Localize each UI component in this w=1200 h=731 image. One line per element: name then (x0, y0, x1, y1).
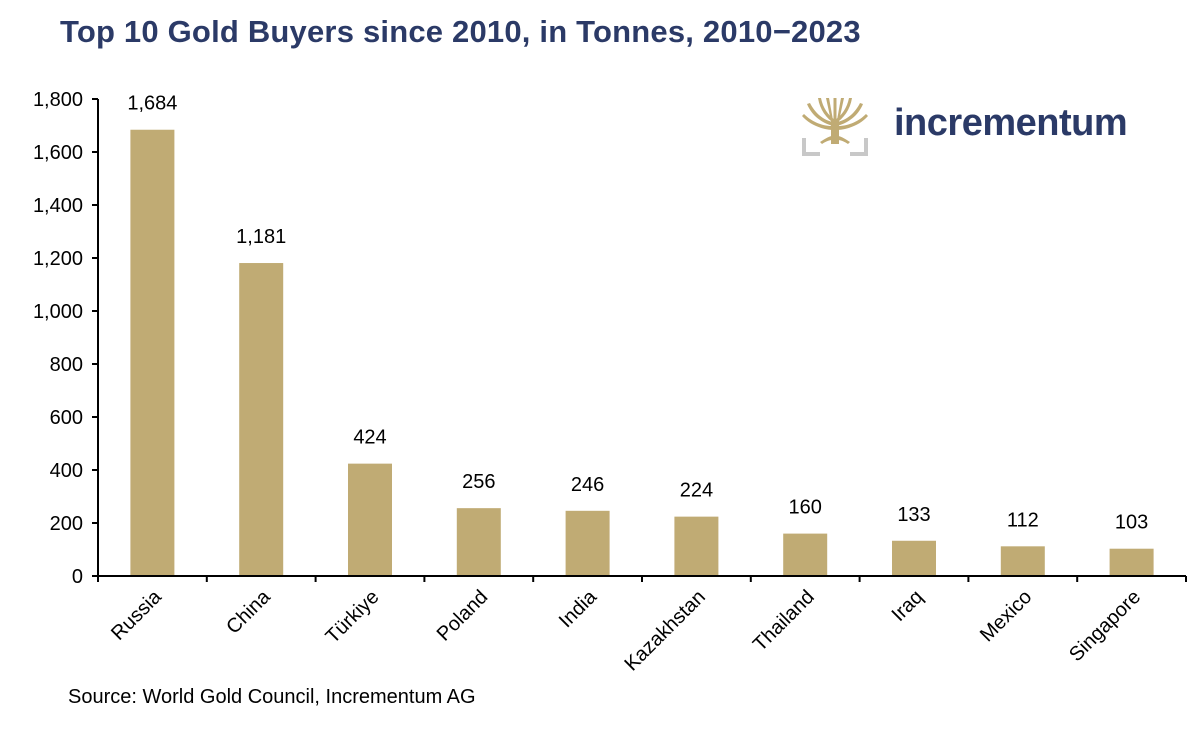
brand-name: incrementum (894, 102, 1128, 144)
y-tick-label: 1,800 (33, 89, 83, 111)
data-label: 224 (680, 480, 713, 502)
data-label: 133 (897, 504, 930, 526)
x-tick-label: Iraq (888, 586, 928, 626)
data-label: 103 (1115, 512, 1148, 534)
data-label: 1,684 (127, 93, 177, 115)
data-label: 160 (789, 497, 822, 519)
y-tick-label: 400 (50, 460, 83, 482)
x-tick-label: China (222, 585, 275, 638)
brand-logo: incrementum (802, 96, 1152, 156)
data-label: 112 (1007, 509, 1039, 531)
data-label: 424 (353, 427, 386, 449)
bar-iraq (892, 540, 936, 576)
y-tick-label: 600 (50, 407, 83, 429)
data-label: 1,181 (236, 226, 286, 248)
bar-thailand (783, 533, 828, 576)
x-tick-label: Kazakhstan (620, 586, 709, 675)
y-tick-label: 0 (72, 566, 83, 588)
bar-türkiye (348, 463, 392, 576)
x-tick-label: Poland (433, 586, 493, 646)
x-tick-label: Russia (107, 585, 166, 644)
y-tick-label: 800 (50, 354, 83, 376)
data-labels: 1,684 1,181 424 256 246 224 160 133 112 103 (127, 93, 1148, 534)
bar-kazakhstan (674, 516, 719, 576)
x-axis-labels: Russia China Türkiye Poland India Kazakhstan T… (107, 585, 1145, 675)
bars (130, 129, 1154, 577)
x-tick-label: Mexico (976, 586, 1036, 646)
bar-russia (130, 129, 175, 577)
y-tick-label: 200 (50, 513, 83, 535)
x-tick-label: Türkiye (322, 586, 384, 648)
data-label: 256 (462, 471, 495, 493)
chart-title: Top 10 Gold Buyers since 2010, in Tonnes… (60, 14, 861, 49)
bar-singapore (1109, 548, 1154, 576)
y-tick-label: 1,600 (33, 142, 83, 164)
y-tick-label: 1,400 (33, 195, 83, 217)
y-axis-ticks: 0 200 400 600 800 1,000 1,200 1,400 1,600 1,800 (33, 89, 1187, 588)
source-note: Source: World Gold Council, Incrementum … (68, 686, 476, 708)
bar-poland (456, 508, 501, 576)
bar-india (565, 510, 610, 576)
bar-mexico (1000, 546, 1045, 576)
x-tick-label: India (555, 585, 602, 632)
y-tick-label: 1,200 (33, 248, 83, 270)
x-tick-label: Thailand (749, 586, 819, 656)
data-label: 246 (571, 474, 604, 496)
tree-icon (802, 98, 868, 156)
y-tick-label: 1,000 (33, 301, 83, 323)
x-tick-label: Singapore (1065, 586, 1145, 666)
bar-china (239, 263, 284, 576)
